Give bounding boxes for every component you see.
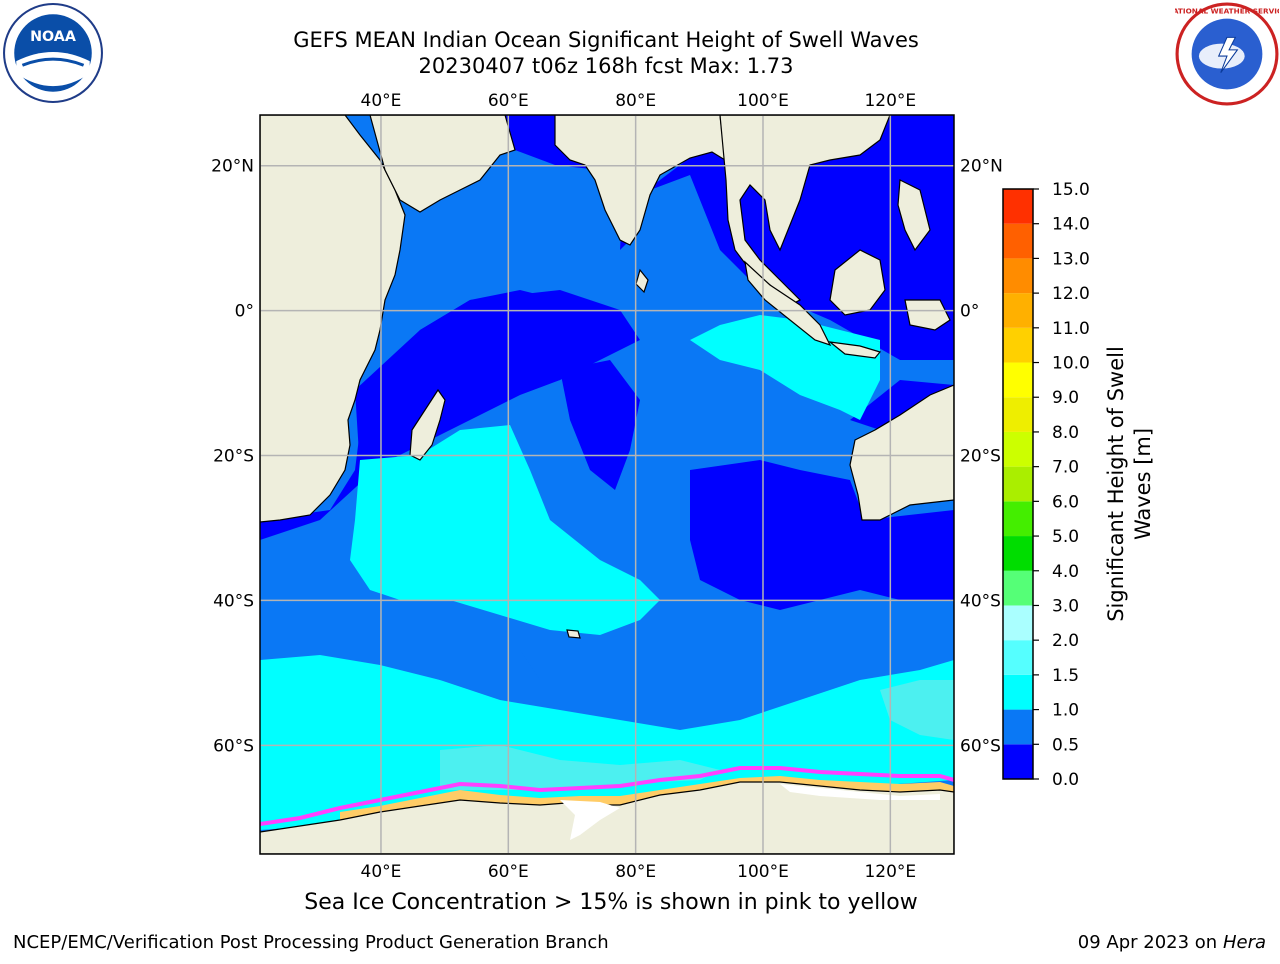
colorbar-tick-label: 6.0	[1052, 492, 1079, 512]
lat-label-left: 40°S	[213, 591, 254, 611]
colorbar-tick-label: 1.0	[1052, 701, 1079, 721]
lat-label-left: 0°	[235, 302, 254, 322]
colorbar-tick-label: 4.0	[1052, 562, 1079, 582]
colorbar-frame	[1002, 188, 1034, 780]
ocean-band-1.0-1.5-mid	[350, 425, 660, 635]
grid-lines	[260, 115, 954, 854]
colorbar-title-line1: Significant Height of Swell	[1104, 346, 1128, 622]
sea-ice-edge	[260, 766, 954, 826]
colorbar-band	[1003, 536, 1033, 571]
land-antarctica	[260, 781, 954, 854]
colorbar-title-line2: Waves [m]	[1131, 428, 1155, 540]
colorbar-tick-label: 1.5	[1052, 666, 1079, 686]
colorbar-tick-label: 5.0	[1052, 527, 1079, 547]
colorbar-tick-label: 7.0	[1052, 458, 1079, 478]
noaa-logo-text: NOAA	[30, 29, 76, 45]
land-sumatra	[744, 260, 832, 347]
map-plot	[260, 115, 954, 854]
land-australia	[849, 384, 954, 521]
colorbar-band	[1003, 223, 1033, 259]
colorbar-band	[1003, 640, 1033, 675]
colorbar-tick-label: 12.0	[1052, 284, 1090, 304]
credit-date: 09 Apr 2023 on	[1077, 932, 1218, 953]
ocean-band-0.5-1.0-southlobe	[260, 560, 540, 690]
colorbar-tick-label: 2.0	[1052, 631, 1079, 651]
lat-label-right: 40°S	[960, 591, 1001, 611]
colorbar-tick-label: 13.0	[1052, 249, 1090, 269]
credit-machine: Hera	[1222, 932, 1266, 953]
lon-label-top: 100°E	[737, 91, 789, 111]
ocean-band-0-0.5-east	[690, 380, 954, 610]
lon-label-top: 40°E	[361, 91, 402, 111]
lon-label-top: 120°E	[864, 91, 916, 111]
land-madagascar	[409, 388, 446, 461]
lat-label-right: 20°N	[960, 157, 1003, 177]
lat-label-left: 20°N	[211, 157, 254, 177]
land-java	[827, 341, 882, 359]
ocean-band-1.0-1.5-east	[690, 315, 880, 420]
colorbar-bands	[1003, 189, 1033, 779]
map-frame	[259, 114, 955, 855]
colorbar-band	[1003, 605, 1033, 641]
land-arabia	[369, 115, 516, 213]
colorbar-tick-label: 9.0	[1052, 388, 1079, 408]
lon-label-bottom: 80°E	[615, 862, 656, 882]
lat-labels-right: 20°N 0° 20°S 40°S 60°S	[960, 157, 1003, 757]
chart-title: GEFS MEAN Indian Ocean Significant Heigh…	[293, 28, 919, 52]
sea-ice-footnote: Sea Ice Concentration > 15% is shown in …	[304, 890, 918, 915]
lat-label-left: 20°S	[213, 447, 254, 467]
colorbar-tick-label: 15.0	[1052, 180, 1090, 200]
colorbar-band	[1003, 570, 1033, 606]
colorbar-band	[1003, 293, 1033, 328]
credit-right: 09 Apr 2023 on Hera	[1078, 932, 1266, 953]
lat-label-left: 60°S	[213, 736, 254, 756]
colorbar-tick-label: 10.0	[1052, 354, 1090, 374]
lon-label-bottom: 100°E	[737, 862, 789, 882]
lat-label-right: 0°	[960, 302, 979, 322]
lon-label-bottom: 60°E	[488, 862, 529, 882]
colorbar-tick-label: 0.5	[1052, 735, 1079, 755]
lon-label-bottom: 40°E	[361, 862, 402, 882]
land-philippines-etc	[897, 179, 951, 331]
lon-label-top: 80°E	[615, 91, 656, 111]
colorbar-band	[1003, 744, 1033, 779]
lat-label-right: 20°S	[960, 447, 1001, 467]
colorbar-tick-label: 0.0	[1052, 770, 1079, 790]
colorbar-band	[1003, 431, 1033, 467]
colorbar-band	[1003, 258, 1033, 294]
colorbar-ticks: 0.0 0.5 1.0 1.5 2.0 3.0 4.0 5.0 6.0 7.0 8.0 9.0 10.0…	[1033, 180, 1090, 790]
colorbar-tick-label: 8.0	[1052, 423, 1079, 443]
credit-left: NCEP/EMC/Verification Post Processing Pr…	[13, 932, 609, 953]
colorbar-band	[1003, 501, 1033, 537]
colorbar-band	[1003, 466, 1033, 502]
ocean-band-1.5-2.0-south	[440, 680, 954, 790]
noaa-logo: NOAA	[3, 3, 103, 103]
colorbar-tick-label: 11.0	[1052, 319, 1090, 339]
lat-labels-left: 20°N 0° 20°S 40°S 60°S	[211, 157, 254, 757]
ocean-band-0-0.5-central	[560, 360, 640, 490]
colorbar-tick-label: 14.0	[1052, 215, 1090, 235]
lon-label-top: 60°E	[488, 91, 529, 111]
lon-label-bottom: 120°E	[864, 862, 916, 882]
colorbar-band	[1003, 397, 1033, 432]
land-srilanka	[635, 268, 649, 294]
nws-logo-text: NATIONAL WEATHER SERVICE	[1175, 6, 1279, 15]
lat-label-right: 60°S	[960, 736, 1001, 756]
colorbar-band	[1003, 674, 1033, 710]
colorbar-band	[1003, 362, 1033, 398]
land-kerguelen	[566, 629, 581, 639]
lon-labels-bottom: 40°E 60°E 80°E 100°E 120°E	[361, 862, 917, 882]
nws-logo: NATIONAL WEATHER SERVICE	[1175, 2, 1279, 106]
colorbar-tick-label: 3.0	[1052, 596, 1079, 616]
colorbar-band	[1003, 327, 1033, 363]
land-borneo	[829, 249, 886, 316]
ocean-band-0-0.5-west	[260, 290, 640, 540]
chart-subtitle: 20230407 t06z 168h fcst Max: 1.73	[418, 54, 794, 78]
colorbar-band	[1003, 709, 1033, 745]
colorbar: 0.0 0.5 1.0 1.5 2.0 3.0 4.0 5.0 6.0 7.0 8.0 9.0 10.0…	[1002, 180, 1155, 790]
colorbar-band	[1003, 189, 1033, 224]
lon-labels-top: 40°E 60°E 80°E 100°E 120°E	[361, 91, 917, 111]
